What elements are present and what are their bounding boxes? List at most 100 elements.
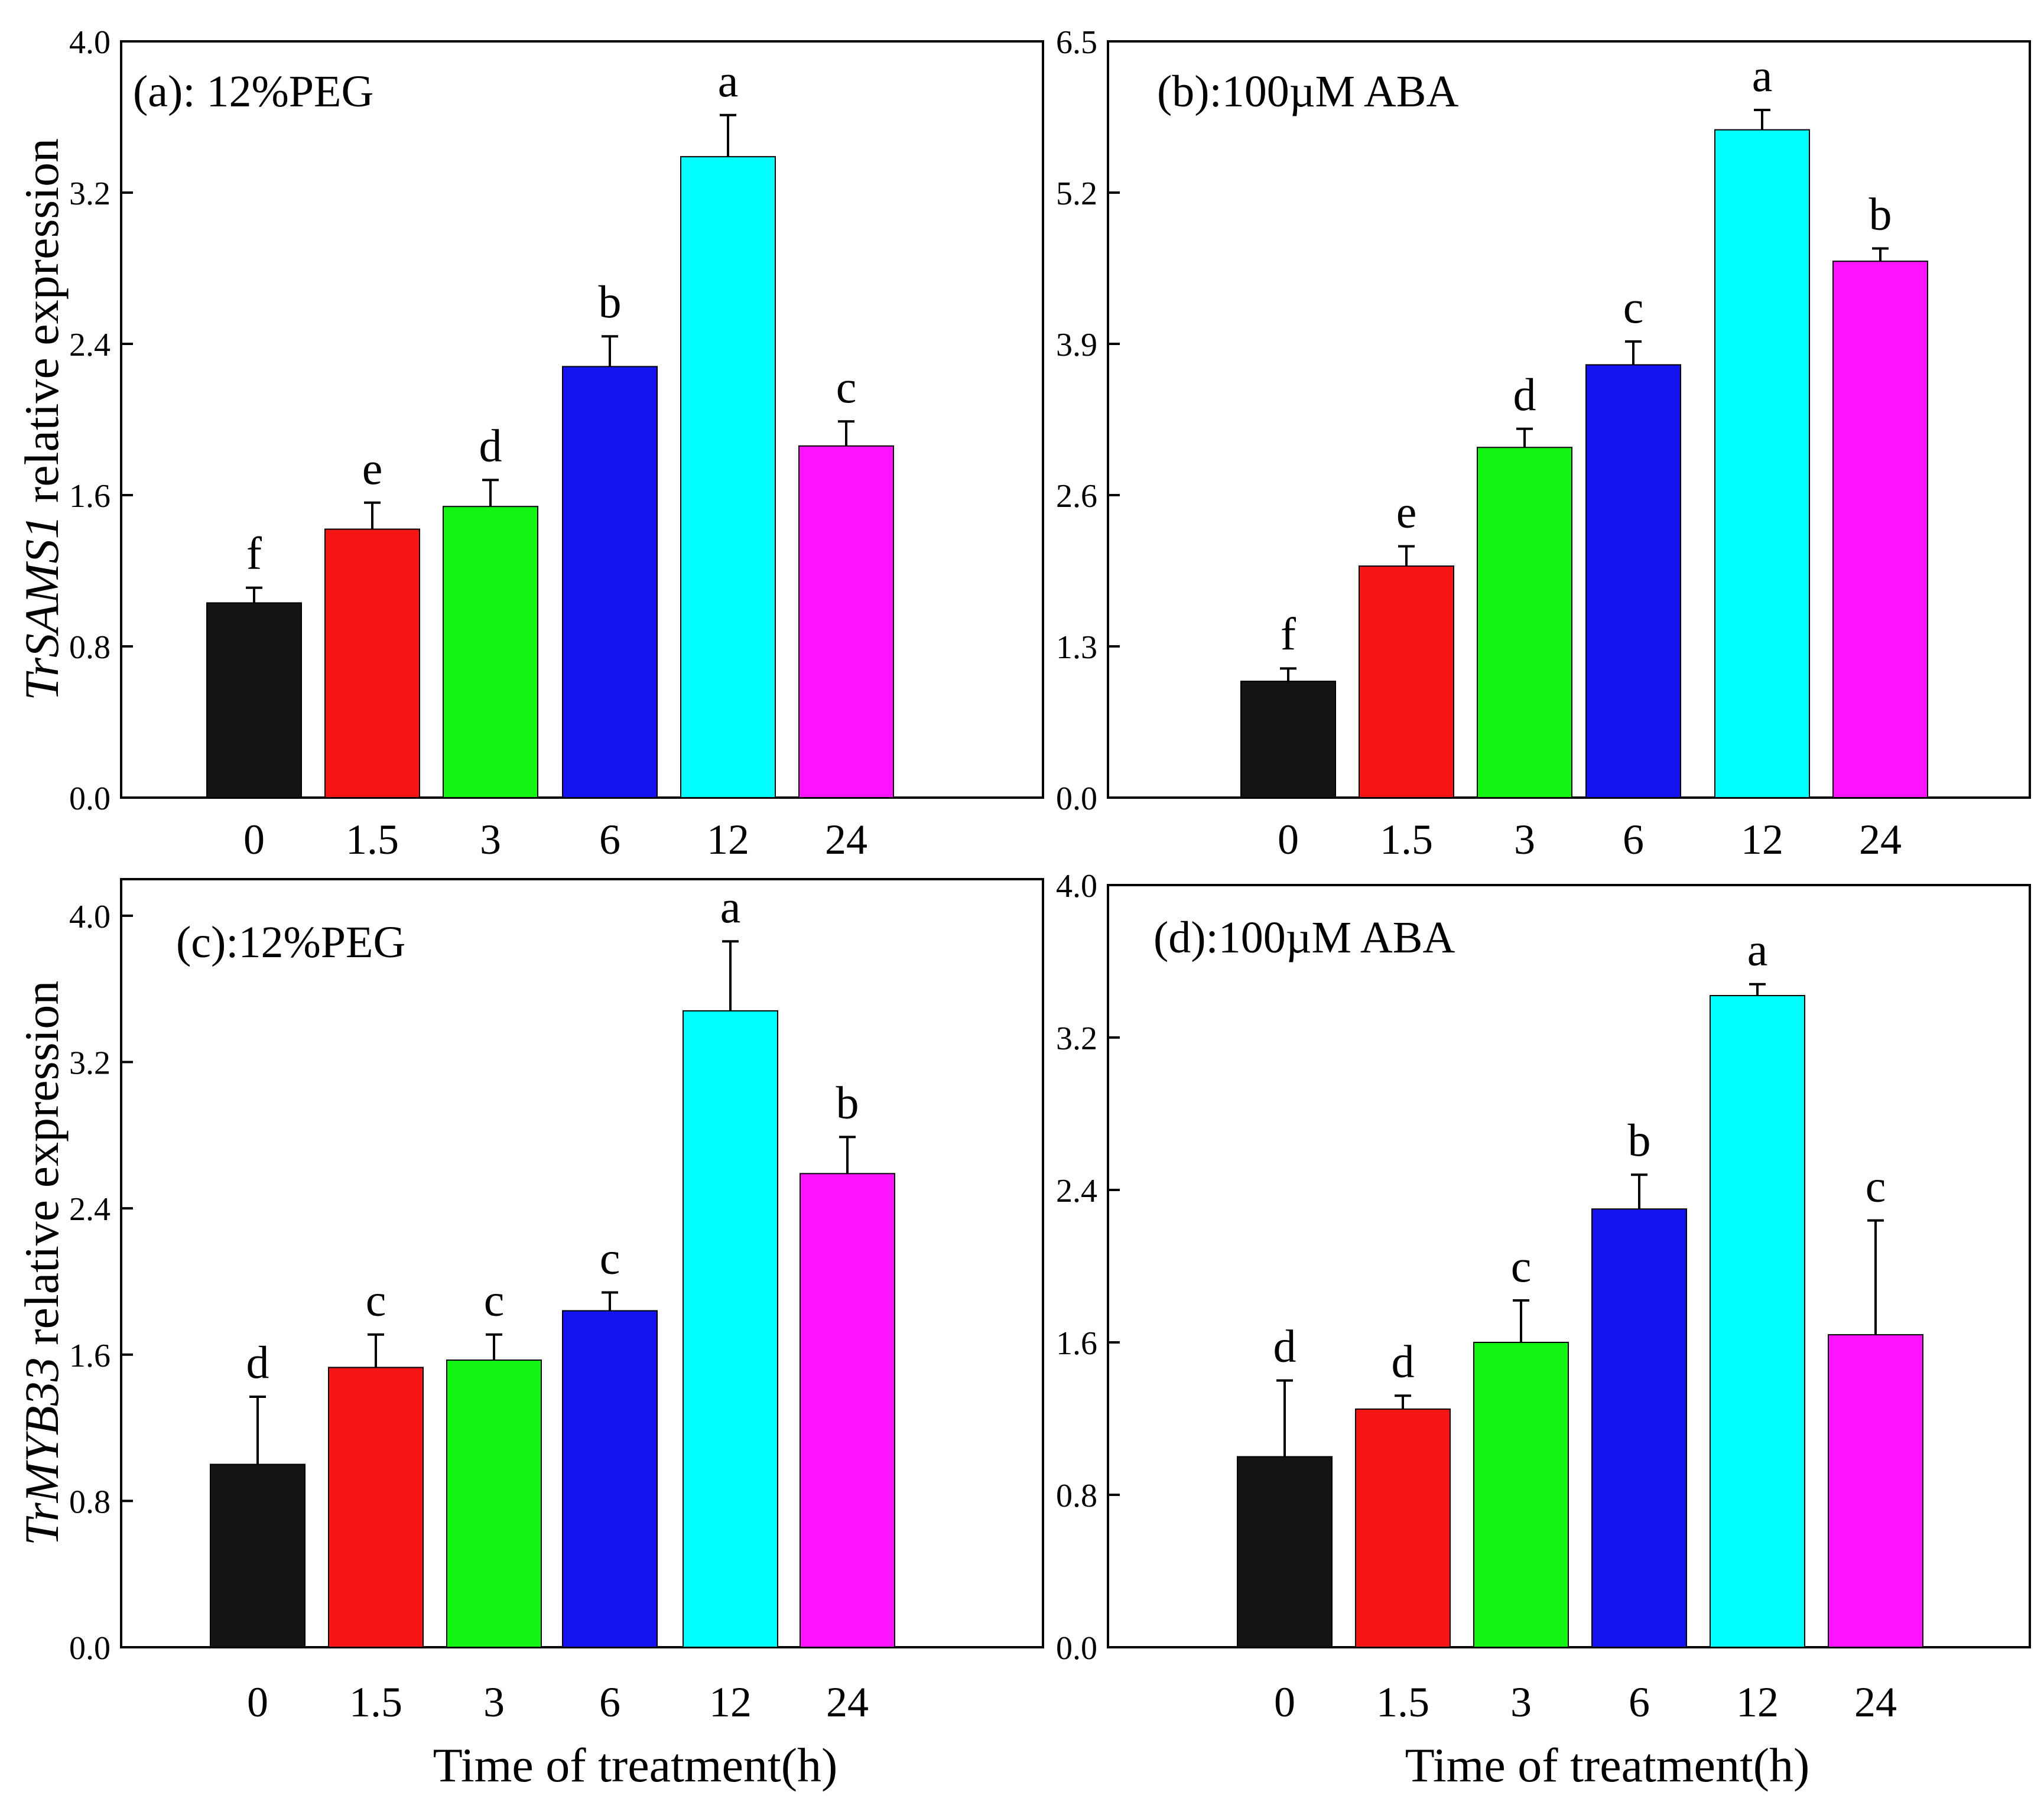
panel-b-bar-3: [1585, 364, 1681, 798]
y-axis-label-bottom-suffix: relative expression: [15, 981, 69, 1358]
panel-b-bar-1: [1359, 565, 1454, 798]
panel-c-xtick-label-0: 0: [247, 1679, 268, 1726]
panel-d-bar-0: [1237, 1456, 1333, 1648]
panel-d-bar-4: [1710, 995, 1805, 1648]
panel-b-xtick-label-2: 3: [1514, 816, 1535, 863]
panel-d-marks: 0.0 0.8 1.6 2.4 3.2 4.0 d 0 d 1.5 c 3 b 6 a 12 c 24: [1056, 868, 1923, 1726]
panel-a-ytick-label-0: 0.0: [69, 780, 111, 817]
panel-a-xtick-label-4: 12: [707, 816, 749, 863]
panel-d-ytick-label-0: 0.0: [1056, 1630, 1097, 1667]
panel-b-letter-4: a: [1752, 50, 1773, 101]
panel-a-xtick-label-3: 6: [599, 816, 620, 863]
panel-a-bar-0: [206, 602, 302, 799]
y-axis-label-bottom-gene: TrMYB33: [15, 1357, 69, 1546]
panel-c-xtick-label-3: 6: [599, 1679, 620, 1726]
panel-d-bar-3: [1591, 1208, 1687, 1648]
panel-a-xtick-label-5: 24: [825, 816, 867, 863]
panel-a-letter-3: b: [599, 276, 622, 327]
panel-a-letter-0: f: [246, 528, 262, 579]
panel-d-ytick-label-1: 0.8: [1056, 1478, 1097, 1514]
panel-c: (c):12%PEG 0.0 0.8 1.6 2.4 3.2 4.0 d 0 c 1.5 c 3 c 6 a…: [69, 878, 1044, 1726]
panel-d-letter-2: c: [1511, 1240, 1532, 1292]
panel-d-bar-2: [1473, 1342, 1569, 1648]
panel-c-letter-5: b: [836, 1077, 859, 1128]
panel-b-xtick-label-4: 12: [1741, 816, 1783, 863]
panel-d-xtick-label-1: 1.5: [1376, 1679, 1429, 1726]
panel-c-letter-1: c: [366, 1274, 386, 1326]
panel-b-ytick-label-4: 5.2: [1056, 175, 1097, 212]
panel-d-bar-1: [1355, 1408, 1451, 1648]
panel-a-ytick-label-1: 0.8: [69, 629, 111, 666]
panel-b-bar-2: [1477, 447, 1572, 798]
panel-c-ytick-label-2: 1.6: [69, 1338, 111, 1374]
panel-c-bar-3: [562, 1310, 658, 1648]
panel-a-xtick-label-1: 1.5: [346, 816, 399, 863]
panel-b-marks: 0.0 1.3 2.6 3.9 5.2 6.5 f 0 e 1.5 d 3 c 6 a 12 b 24: [1056, 24, 1928, 863]
panel-a-ytick-label-4: 3.2: [69, 175, 111, 212]
panel-b: (b):100µM ABA 0.0 1.3 2.6 3.9 5.2 6.5 f 0 e 1.5 d 3…: [1056, 24, 2031, 863]
y-axis-label-top-gene: TrSAMS1: [15, 515, 69, 701]
panel-c-ytick-label-4: 3.2: [69, 1045, 111, 1082]
panel-a: (a): 12%PEG 0.0 0.8 1.6 2.4 3.2 4.0 f 0 e 1.5 d 3 b 6…: [69, 24, 1044, 863]
panel-b-ytick-label-3: 3.9: [1056, 327, 1097, 363]
panel-c-letter-3: c: [600, 1232, 620, 1284]
panel-d-xtick-label-5: 24: [1854, 1679, 1897, 1726]
panel-a-xtick-label-2: 3: [480, 816, 501, 863]
panel-c-marks: 0.0 0.8 1.6 2.4 3.2 4.0 d 0 c 1.5 c 3 c 6 a 12 b 24: [69, 881, 895, 1726]
panel-a-xtick-label-0: 0: [243, 816, 265, 863]
panel-a-bar-5: [798, 445, 894, 798]
y-axis-label-top: TrSAMS1 relative expression: [15, 138, 69, 701]
panel-c-xtick-label-1: 1.5: [349, 1679, 402, 1726]
panel-b-ytick-label-0: 0.0: [1056, 780, 1097, 817]
panel-a-marks: 0.0 0.8 1.6 2.4 3.2 4.0 f 0 e 1.5 d 3 b 6 a 12 c 24: [69, 24, 894, 863]
panel-a-ytick-label-2: 1.6: [69, 478, 111, 515]
panel-b-letter-5: b: [1869, 188, 1892, 240]
panel-c-bar-0: [210, 1463, 306, 1648]
panel-a-letter-4: a: [718, 55, 739, 106]
panel-d-letter-5: c: [1866, 1160, 1886, 1212]
panel-a-bar-3: [562, 366, 658, 798]
panel-b-title: (b):100µM ABA: [1157, 67, 1458, 116]
panel-b-bar-4: [1714, 129, 1810, 799]
panel-b-bar-5: [1832, 261, 1928, 798]
panel-c-title: (c):12%PEG: [176, 918, 405, 967]
panel-d-ytick-label-2: 1.6: [1056, 1325, 1097, 1362]
panel-c-bar-2: [446, 1360, 542, 1648]
panel-c-xtick-label-4: 12: [709, 1679, 752, 1726]
panel-b-xtick-label-3: 6: [1623, 816, 1644, 863]
panel-a-bar-4: [680, 156, 776, 799]
panel-d-letter-3: b: [1628, 1114, 1651, 1166]
panel-b-letter-1: e: [1396, 486, 1417, 538]
panel-b-letter-2: d: [1513, 369, 1536, 420]
y-axis-label-top-suffix: relative expression: [15, 138, 69, 515]
panel-b-ytick-label-1: 1.3: [1056, 629, 1097, 666]
x-axis-label-right: Time of treatment(h): [1405, 1738, 1810, 1792]
panel-a-bar-1: [324, 528, 420, 798]
panel-d-xtick-label-0: 0: [1274, 1679, 1295, 1726]
panel-b-bar-0: [1240, 681, 1336, 798]
panel-b-letter-3: c: [1623, 281, 1644, 333]
panel-a-letter-5: c: [836, 361, 857, 412]
panel-d-xtick-label-4: 12: [1736, 1679, 1779, 1726]
panel-d-title: (d):100µM ABA: [1153, 913, 1455, 962]
panel-a-letter-1: e: [362, 443, 383, 494]
panel-a-bar-2: [443, 506, 538, 798]
panel-c-ytick-label-1: 0.8: [69, 1484, 111, 1520]
panel-c-letter-0: d: [246, 1336, 269, 1388]
panel-a-title: (a): 12%PEG: [133, 67, 373, 116]
panel-d-letter-0: d: [1273, 1321, 1296, 1372]
panel-a-ytick-label-3: 2.4: [69, 327, 111, 363]
panel-d: (d):100µM ABA 0.0 0.8 1.6 2.4 3.2 4.0 d 0 d 1.5 c 3…: [1056, 868, 2031, 1726]
panel-b-letter-0: f: [1281, 608, 1296, 659]
panel-c-letter-4: a: [720, 881, 741, 932]
panel-a-ytick-label-5: 4.0: [69, 24, 111, 61]
panel-c-bar-1: [328, 1367, 424, 1648]
panel-c-xtick-label-5: 24: [826, 1679, 869, 1726]
panel-c-ytick-label-0: 0.0: [69, 1630, 111, 1667]
panel-b-xtick-label-0: 0: [1278, 816, 1299, 863]
panel-c-bar-4: [683, 1010, 778, 1648]
panel-c-xtick-label-2: 3: [483, 1679, 505, 1726]
panel-c-ytick-label-5: 4.0: [69, 899, 111, 935]
panel-b-ytick-label-2: 2.6: [1056, 478, 1097, 515]
